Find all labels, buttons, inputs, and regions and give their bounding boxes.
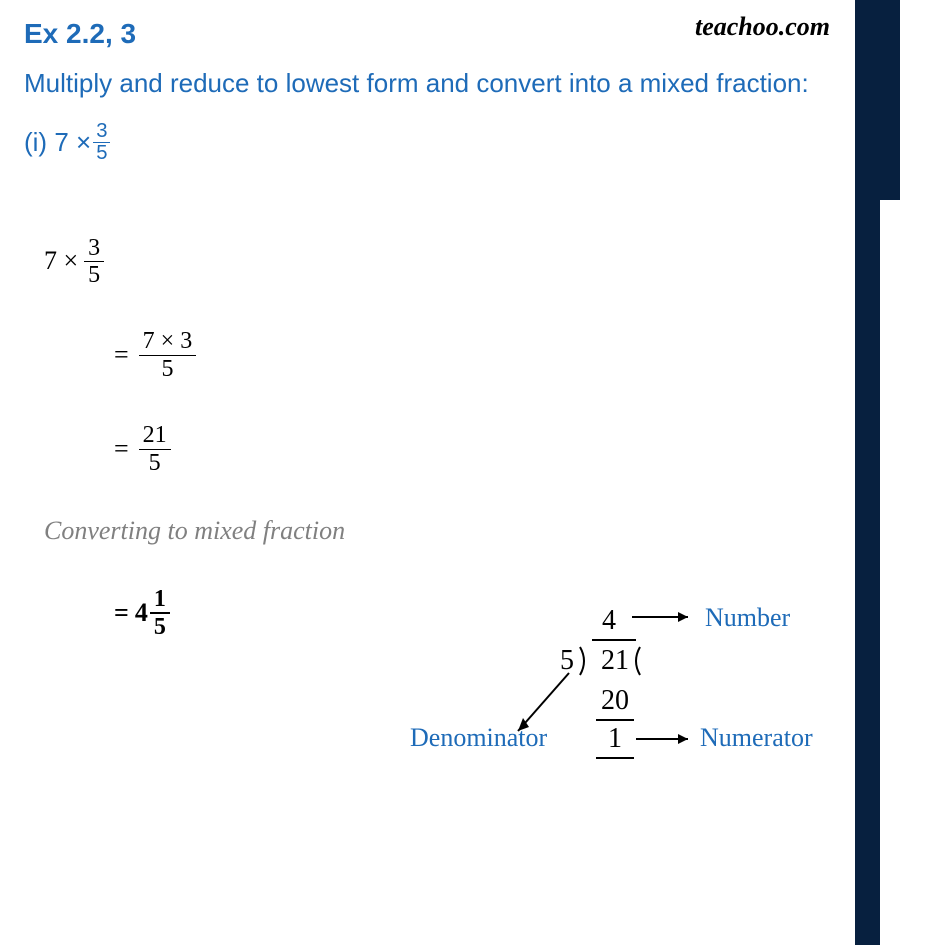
page: teachoo.com Ex 2.2, 3 Multiply and reduc… xyxy=(0,0,900,945)
step-3: = 21 5 xyxy=(114,422,876,476)
subpart-fraction: 3 5 xyxy=(93,121,110,165)
step3-fraction: 21 5 xyxy=(139,422,171,476)
brand-logo: teachoo.com xyxy=(695,12,830,42)
final-whole: 4 xyxy=(135,598,148,628)
step2-den: 5 xyxy=(157,356,177,382)
instruction-text: Multiply and reduce to lowest form and c… xyxy=(24,68,876,99)
final-num: 1 xyxy=(150,586,170,614)
subpart-frac-num: 3 xyxy=(93,121,110,143)
step3-eq: = xyxy=(114,434,129,464)
subpart-i: (i) 7 × 3 5 xyxy=(24,121,876,165)
final-fraction: 1 5 xyxy=(150,586,170,641)
division-annotations-svg xyxy=(410,599,750,799)
step2-fraction: 7 × 3 5 xyxy=(139,328,197,382)
label-number: Number xyxy=(705,603,790,633)
step1-prefix: 7 × xyxy=(44,246,78,276)
side-stripe-top xyxy=(880,0,900,200)
side-stripe-inner xyxy=(855,0,880,945)
final-eq: = xyxy=(114,598,129,628)
step2-eq: = xyxy=(114,340,129,370)
final-den: 5 xyxy=(150,614,170,640)
step3-den: 5 xyxy=(145,450,165,476)
label-numerator: Numerator xyxy=(700,723,813,753)
label-denominator: Denominator xyxy=(410,723,547,753)
step1-den: 5 xyxy=(84,262,104,288)
convert-label: Converting to mixed fraction xyxy=(44,516,876,546)
subpart-frac-den: 5 xyxy=(93,143,110,164)
step1-num: 3 xyxy=(84,235,104,262)
step-1: 7 × 3 5 xyxy=(44,235,876,289)
subpart-prefix: (i) 7 × xyxy=(24,127,91,158)
step3-num: 21 xyxy=(139,422,171,449)
step2-num: 7 × 3 xyxy=(139,328,197,355)
worked-solution: 7 × 3 5 = 7 × 3 5 = 21 5 Converting to m… xyxy=(24,235,876,641)
step1-fraction: 3 5 xyxy=(84,235,104,289)
step-2: = 7 × 3 5 xyxy=(114,328,876,382)
